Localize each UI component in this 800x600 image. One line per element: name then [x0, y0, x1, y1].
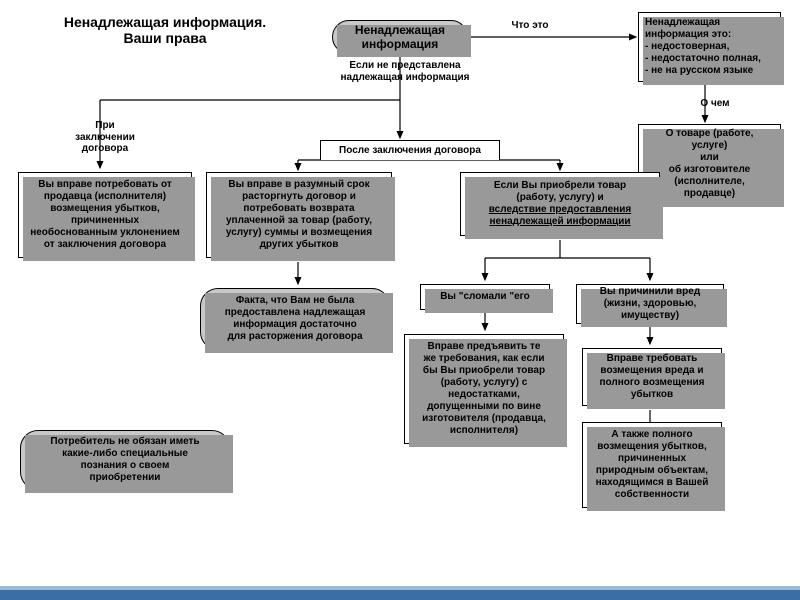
node-caused-harm: Вы причинили вред (жизни, здоровью, имущ… — [576, 284, 724, 324]
node-broke-it: Вы "сломали "его — [420, 284, 550, 310]
node-terminate: Вы вправе в разумный срок расторгнуть до… — [206, 172, 392, 258]
label-what-is: Что это — [500, 20, 560, 32]
node-no-special: Потребитель не обязан иметь какие-либо с… — [20, 430, 230, 490]
label-about: О чем — [690, 98, 740, 110]
label-if-not-provided: Если не представлена надлежащая информац… — [310, 60, 500, 83]
page-title: Ненадлежащая информация. Ваши права — [40, 14, 290, 46]
label-before-contract: При заключении договора — [60, 120, 150, 155]
node-root: Ненадлежащая информация — [332, 20, 468, 54]
node-fact-enough: Факта, что Вам не была предоставлена над… — [200, 288, 390, 350]
node-definition: Ненадлежащая информация это: - недостове… — [638, 12, 781, 82]
footer-bar — [0, 586, 800, 600]
node-if-purchased: Если Вы приобрели товар (работу, услугу)… — [460, 172, 660, 236]
node-demand-losses: Вы вправе потребовать от продавца (испол… — [18, 172, 192, 258]
label-after-contract: После заключения договора — [320, 140, 500, 160]
node-demand-harm: Вправе требовать возмещения вреда и полн… — [582, 348, 722, 406]
node-same-claims: Вправе предъявить те же требования, как … — [404, 334, 564, 444]
node-also-full: А также полного возмещения убытков, прич… — [582, 422, 722, 508]
